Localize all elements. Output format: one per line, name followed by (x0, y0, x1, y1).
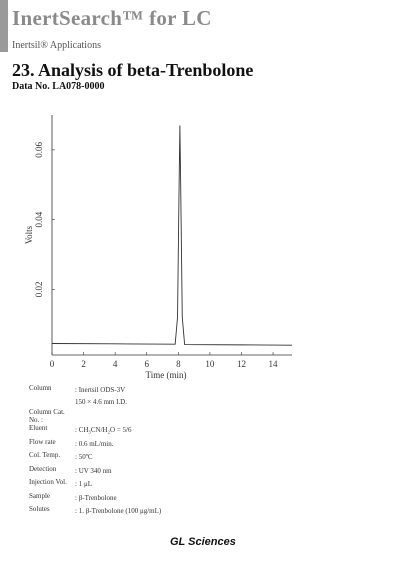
condition-value-line: : β-Trenbolone (75, 493, 117, 502)
condition-value: : CH₃CN/H₂O = 5/6 (75, 424, 131, 438)
condition-label: Flow rate (29, 437, 56, 446)
x-tick-label: 14 (269, 359, 279, 369)
condition-value-line: : CH₃CN/H₂O = 5/6 (75, 426, 132, 434)
x-tick-label: 2 (81, 359, 86, 369)
condition-value: : UV 340 nm (75, 465, 112, 479)
condition-row: Detection : UV 340 nm (29, 465, 161, 479)
x-tick-label: 12 (237, 359, 246, 369)
chromatogram-line (51, 125, 293, 346)
y-tick-label: 0.02 (34, 282, 44, 298)
x-tick-label: 0 (50, 359, 55, 369)
condition-label: Detection (29, 464, 57, 473)
x-axis-label: Time (min) (146, 370, 187, 380)
condition-value-line: : 1. β-Trenbolone (100 μg/mL) (75, 507, 162, 515)
x-tick-label: 4 (113, 359, 118, 369)
condition-value: : 50ºC (75, 451, 93, 465)
condition-value-line: : Inertsil ODS-3V (75, 386, 126, 394)
y-axis-label: Volts (24, 225, 34, 244)
header-bar (0, 0, 8, 52)
condition-label: Solutes (29, 505, 50, 513)
condition-label: Col. Temp. (29, 451, 61, 459)
x-tick-label: 6 (144, 359, 149, 369)
condition-row: Eluent : CH₃CN/H₂O = 5/6 (29, 424, 161, 438)
data-number: Data No. LA078-0000 (12, 81, 105, 92)
condition-value-line: : 50ºC (75, 453, 93, 461)
chart: 0 2 4 6 8 10 12 14 0.02 0.04 0.06 Time (min) Volts (24, 115, 293, 380)
condition-value: : 1 μL (75, 478, 92, 492)
y-tick-label: 0.04 (34, 211, 44, 227)
condition-value-line: : 1 μL (75, 480, 92, 488)
condition-row: Column Cat. No. : (29, 408, 161, 424)
condition-value-line: 150 × 4.6 mm I.D. (75, 398, 127, 406)
condition-row: Solutes : 1. β-Trenbolone (100 μg/mL) (29, 505, 161, 519)
x-tick-label: 8 (176, 359, 181, 369)
condition-value: : Inertsil ODS-3V 150 × 4.6 mm I.D. (75, 384, 127, 408)
condition-row: Column : Inertsil ODS-3V 150 × 4.6 mm I.D. (29, 384, 161, 408)
condition-row: Injection Vol. : 1 μL (29, 478, 161, 492)
condition-row: Flow rate : 0.6 mL/min. (29, 438, 161, 452)
footer: GL Sciences (170, 536, 236, 548)
condition-label: Injection Vol. (29, 478, 67, 486)
condition-row: Col. Temp. : 50ºC (29, 451, 161, 465)
condition-row: Sample : β-Trenbolone (29, 492, 161, 506)
condition-value-line: : 0.6 mL/min. (75, 439, 114, 448)
condition-value: : 0.6 mL/min. (75, 438, 114, 452)
condition-value: : 1. β-Trenbolone (100 μg/mL) (75, 505, 161, 519)
title: 23. Analysis of beta-Trenbolone (12, 60, 254, 80)
condition-value: : β-Trenbolone (75, 492, 117, 506)
y-tick-label: 0.06 (34, 142, 44, 158)
subtitle: Inertsil® Applications (12, 40, 101, 51)
conditions: Column : Inertsil ODS-3V 150 × 4.6 mm I.D.… (29, 384, 161, 519)
condition-label: Eluent (29, 424, 48, 432)
condition-label: Column (29, 384, 52, 392)
brand: InertSearch™ for LC (12, 6, 212, 30)
condition-label: Column Cat. No. : (29, 408, 65, 424)
x-tick-label: 10 (205, 359, 215, 369)
condition-value-line: : UV 340 nm (75, 466, 112, 475)
condition-label: Sample (29, 491, 50, 500)
